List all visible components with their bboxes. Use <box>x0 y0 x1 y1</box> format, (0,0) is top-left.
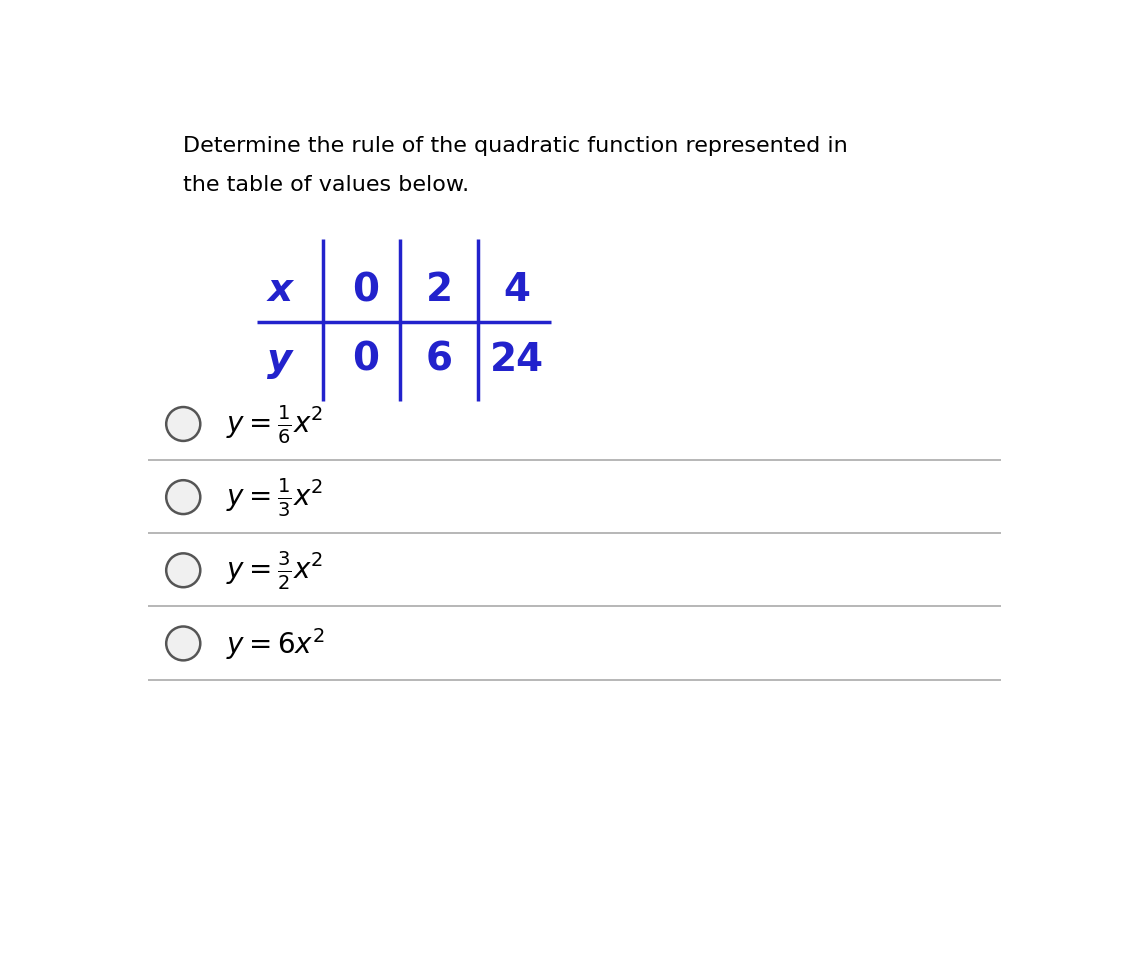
Text: $\it{y} = \frac{1}{6}\it{x}^2$: $\it{y} = \frac{1}{6}\it{x}^2$ <box>226 404 323 446</box>
Text: $\it{y} = 6\it{x}^2$: $\it{y} = 6\it{x}^2$ <box>226 626 325 662</box>
Text: x: x <box>268 271 292 308</box>
Text: Determine the rule of the quadratic function represented in: Determine the rule of the quadratic func… <box>183 136 848 156</box>
Text: the table of values below.: the table of values below. <box>183 175 469 194</box>
Text: 24: 24 <box>489 340 543 378</box>
Text: 0: 0 <box>352 271 379 308</box>
Circle shape <box>166 627 200 660</box>
Circle shape <box>166 554 200 587</box>
Text: 0: 0 <box>352 340 379 378</box>
Text: 6: 6 <box>425 340 452 378</box>
Text: 2: 2 <box>425 271 452 308</box>
Circle shape <box>166 407 200 441</box>
Text: $\it{y} = \frac{1}{3}\it{x}^2$: $\it{y} = \frac{1}{3}\it{x}^2$ <box>226 477 323 519</box>
Circle shape <box>166 480 200 514</box>
Text: $\it{y} = \frac{3}{2}\it{x}^2$: $\it{y} = \frac{3}{2}\it{x}^2$ <box>226 550 323 592</box>
Text: y: y <box>268 340 292 378</box>
Text: 4: 4 <box>503 271 530 308</box>
